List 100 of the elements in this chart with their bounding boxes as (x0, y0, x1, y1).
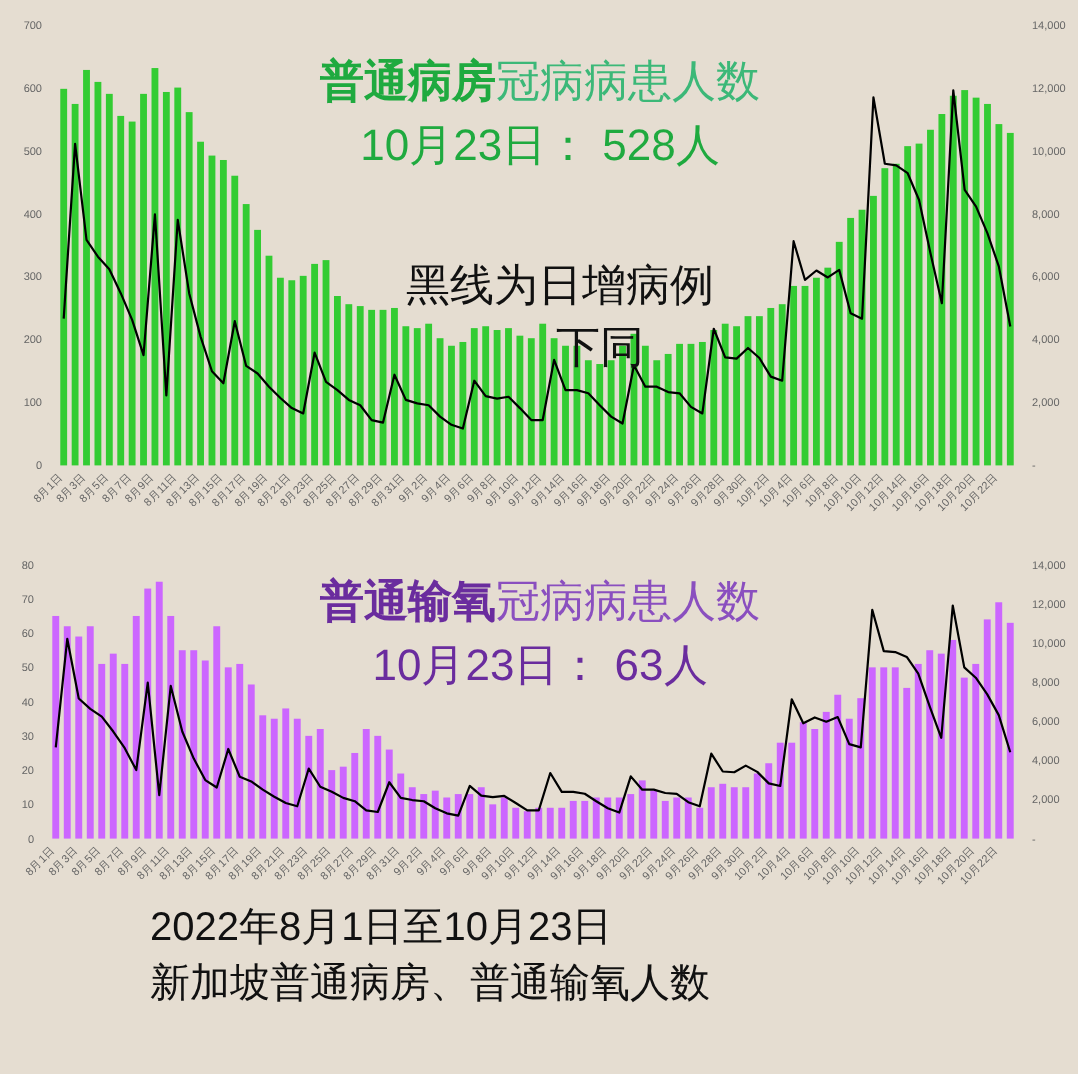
bar (482, 326, 490, 466)
bar (402, 326, 410, 466)
bar (512, 807, 520, 839)
bar (778, 304, 786, 466)
bar (71, 103, 79, 466)
bar (664, 353, 672, 466)
bar (767, 307, 775, 466)
bar (892, 163, 900, 466)
bar (448, 345, 455, 466)
text: 新加坡普通病房、普通输氧人数 (150, 960, 710, 1006)
bar (847, 217, 855, 466)
bar (710, 330, 718, 466)
bar (397, 773, 405, 839)
bar (627, 794, 635, 839)
bar (213, 626, 221, 839)
bar (368, 309, 376, 466)
bar (282, 708, 290, 839)
bar (316, 729, 324, 839)
bar (995, 124, 1003, 466)
bar (719, 783, 727, 839)
bar (190, 650, 198, 839)
bar (500, 797, 508, 839)
bar (914, 663, 922, 839)
bar (254, 229, 261, 466)
bar (224, 667, 232, 839)
bar (276, 277, 284, 466)
bar (493, 330, 501, 466)
bar (813, 277, 820, 466)
bar (236, 663, 244, 839)
bar (505, 328, 512, 466)
bar (270, 718, 278, 839)
bar (765, 763, 773, 839)
bar (128, 121, 136, 466)
bar (443, 797, 451, 839)
bar (299, 275, 307, 466)
bar (105, 93, 113, 466)
bar (162, 91, 170, 466)
bar (374, 735, 382, 839)
bar (339, 766, 347, 839)
bar (698, 341, 706, 466)
bar (811, 729, 819, 839)
bar (788, 742, 796, 839)
bar (94, 81, 102, 466)
bar (753, 773, 761, 839)
annotation: 黑线为日增病例 (406, 260, 714, 310)
bar (834, 694, 842, 839)
bar (961, 90, 969, 466)
bar (742, 787, 750, 839)
bar (219, 159, 227, 466)
bar (413, 328, 421, 466)
bar (121, 663, 129, 839)
bar (391, 307, 398, 466)
bar (799, 722, 807, 839)
bar (60, 88, 68, 466)
bar (132, 615, 140, 839)
bar (83, 69, 90, 466)
bar (425, 323, 433, 466)
bar (972, 663, 980, 839)
bar (949, 95, 957, 466)
text: 普通病房冠病病患人数 (318, 56, 760, 106)
bar (52, 615, 60, 839)
bar (86, 626, 94, 839)
bar (569, 800, 577, 839)
bar (431, 790, 439, 839)
chart-title: 普通输氧冠病病患人数 (318, 576, 760, 626)
bar (489, 804, 497, 839)
bar (311, 263, 319, 466)
bar (558, 807, 566, 839)
bar (459, 341, 467, 466)
bar (356, 306, 364, 466)
bar (676, 343, 683, 466)
bar (904, 146, 912, 466)
bar (733, 326, 740, 466)
bar (408, 787, 416, 839)
bar (516, 335, 524, 466)
bar (696, 807, 704, 839)
bar (983, 619, 991, 839)
bar (345, 304, 353, 466)
bar (185, 112, 193, 466)
bar (1006, 132, 1014, 466)
bar (201, 660, 209, 839)
text: 10月23日： 63人 (372, 640, 708, 690)
bar (527, 338, 535, 466)
bar (653, 360, 661, 466)
bar (938, 114, 946, 466)
bar (949, 639, 957, 839)
bar (197, 141, 204, 466)
bar (550, 338, 558, 466)
bar (109, 653, 117, 839)
bar (926, 650, 934, 839)
bar (334, 296, 341, 466)
bar (684, 797, 692, 839)
bar (927, 129, 934, 466)
bar (868, 667, 876, 839)
bar (546, 807, 554, 839)
bar (351, 752, 359, 839)
bar (535, 807, 543, 839)
bar (790, 285, 798, 466)
bar (870, 195, 877, 466)
bar (362, 729, 370, 839)
